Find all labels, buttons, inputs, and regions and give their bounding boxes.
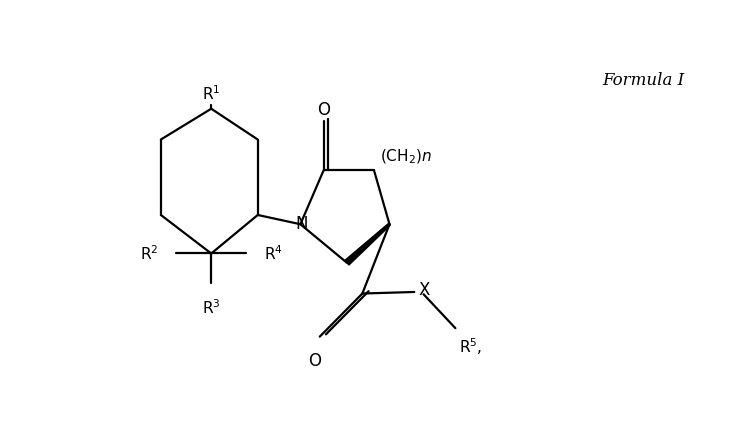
Text: N: N (296, 215, 308, 233)
Text: O: O (308, 352, 321, 370)
Text: Formula I: Formula I (603, 72, 685, 89)
Text: (CH$_2$)$n$: (CH$_2$)$n$ (381, 148, 432, 166)
Text: R$^2$: R$^2$ (140, 244, 158, 263)
Polygon shape (345, 223, 390, 265)
Text: O: O (317, 101, 330, 119)
Text: R$^3$: R$^3$ (202, 298, 221, 317)
Text: X: X (419, 281, 430, 299)
Text: R$^4$: R$^4$ (264, 244, 283, 263)
Text: R$^5$,: R$^5$, (459, 336, 483, 357)
Text: R$^1$: R$^1$ (202, 84, 220, 103)
